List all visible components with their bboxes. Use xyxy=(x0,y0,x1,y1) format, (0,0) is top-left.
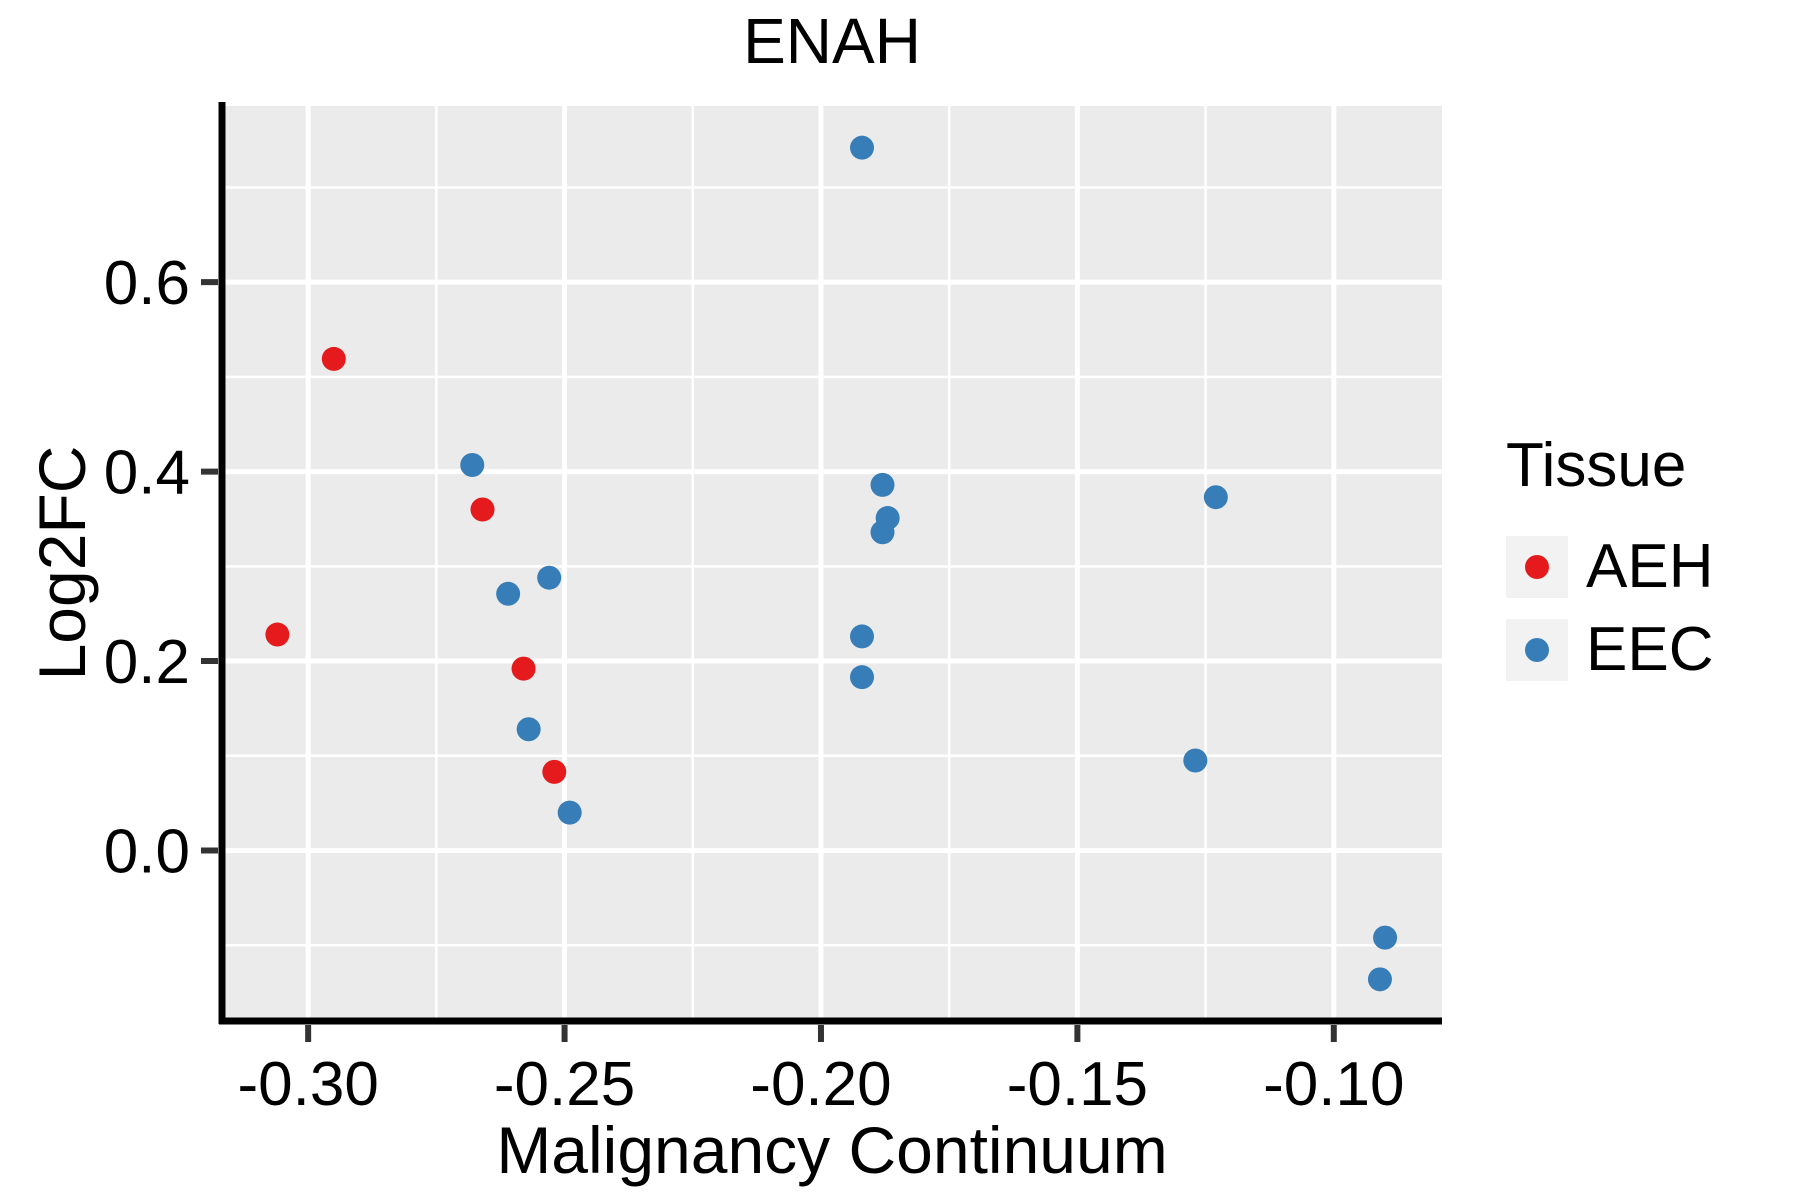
data-point-eec xyxy=(850,135,874,160)
data-point-eec xyxy=(1183,748,1208,773)
data-point-eec xyxy=(870,472,895,497)
x-axis-title: Malignancy Continuum xyxy=(496,1113,1168,1187)
data-point-eec xyxy=(537,565,562,590)
aeh-point-icon xyxy=(1525,554,1549,579)
data-point-eec xyxy=(875,506,900,531)
data-point-aeh xyxy=(321,346,346,371)
data-point-eec xyxy=(1373,925,1398,950)
legend-label-eec: EEC xyxy=(1586,615,1714,684)
eec-point-icon xyxy=(1525,637,1549,662)
data-point-aeh xyxy=(470,497,495,522)
plot-panel xyxy=(222,106,1442,1021)
data-point-eec xyxy=(516,717,541,742)
legend: Tissue AEH EEC xyxy=(1506,430,1713,685)
y-tick-label: 0.0 xyxy=(104,818,190,887)
legend-title: Tissue xyxy=(1506,431,1687,500)
data-point-aeh xyxy=(511,656,536,681)
x-tick-label: -0.15 xyxy=(1007,1050,1148,1119)
data-point-eec xyxy=(1203,485,1228,510)
data-point-eec xyxy=(557,800,582,825)
legend-label-aeh: AEH xyxy=(1586,532,1714,601)
x-tick-label: -0.30 xyxy=(237,1050,378,1119)
chart-title: ENAH xyxy=(743,5,921,77)
legend-item-eec: EEC xyxy=(1506,614,1713,685)
legend-key-eec xyxy=(1506,618,1568,681)
y-tick-label: 0.4 xyxy=(104,439,190,508)
x-tick-label: -0.25 xyxy=(494,1050,635,1119)
data-point-eec xyxy=(850,624,874,649)
data-point-eec xyxy=(460,452,485,477)
data-point-eec xyxy=(496,581,521,606)
y-tick-label: 0.2 xyxy=(104,628,190,697)
x-tick-label: -0.10 xyxy=(1263,1050,1404,1119)
data-point-aeh xyxy=(265,622,290,647)
data-point-eec xyxy=(1367,967,1392,992)
legend-item-aeh: AEH xyxy=(1506,531,1713,602)
y-tick-label: 0.6 xyxy=(104,249,190,318)
x-tick-label: -0.20 xyxy=(750,1050,891,1119)
y-axis-title: Log2FC xyxy=(25,445,99,681)
data-point-eec xyxy=(850,665,874,690)
data-point-aeh xyxy=(542,759,567,784)
legend-key-aeh xyxy=(1506,535,1568,598)
